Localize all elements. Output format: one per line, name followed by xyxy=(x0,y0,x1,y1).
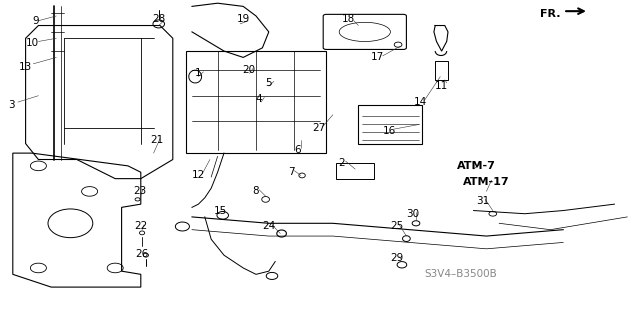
Text: 11: 11 xyxy=(435,81,448,91)
Text: 30: 30 xyxy=(406,209,419,219)
Text: 14: 14 xyxy=(414,97,427,107)
Text: 21: 21 xyxy=(150,135,163,145)
Text: 26: 26 xyxy=(136,249,148,259)
Bar xyxy=(358,105,422,144)
Text: 18: 18 xyxy=(342,14,355,24)
Text: 5: 5 xyxy=(266,78,272,88)
Text: 20: 20 xyxy=(242,65,255,75)
Text: 23: 23 xyxy=(133,186,146,197)
Text: 12: 12 xyxy=(192,170,205,181)
Text: 10: 10 xyxy=(26,38,38,48)
Text: 22: 22 xyxy=(134,221,147,232)
Text: 13: 13 xyxy=(19,62,32,72)
Text: 6: 6 xyxy=(294,145,301,155)
Text: 31: 31 xyxy=(477,196,490,206)
Text: 8: 8 xyxy=(253,186,259,197)
Text: 1: 1 xyxy=(195,68,202,78)
Text: 2: 2 xyxy=(339,158,345,168)
Text: 24: 24 xyxy=(262,221,275,232)
Text: 16: 16 xyxy=(383,126,396,136)
Text: 29: 29 xyxy=(390,253,403,263)
Bar xyxy=(435,61,448,80)
Text: 25: 25 xyxy=(390,221,403,232)
Bar xyxy=(186,51,326,153)
Text: 15: 15 xyxy=(214,205,227,216)
Text: S3V4–B3500B: S3V4–B3500B xyxy=(424,269,497,279)
Text: 28: 28 xyxy=(152,14,165,24)
Text: ATM-17: ATM-17 xyxy=(463,177,509,187)
Text: 9: 9 xyxy=(32,16,38,26)
Text: 27: 27 xyxy=(312,122,325,133)
Text: 17: 17 xyxy=(371,52,384,63)
Text: 3: 3 xyxy=(8,100,15,110)
Text: 4: 4 xyxy=(256,94,262,104)
Bar xyxy=(336,163,374,179)
Text: FR.: FR. xyxy=(540,9,561,19)
Text: ATM-7: ATM-7 xyxy=(458,161,496,171)
Text: 19: 19 xyxy=(237,14,250,24)
Text: 7: 7 xyxy=(289,167,295,177)
